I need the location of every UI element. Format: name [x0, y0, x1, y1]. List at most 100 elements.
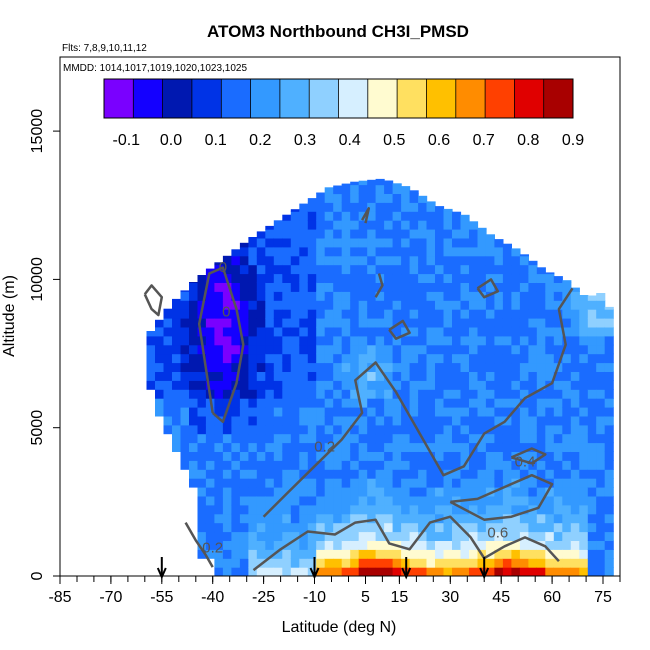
heatmap-cell — [528, 260, 538, 266]
heatmap-cell — [231, 540, 241, 550]
heatmap-cell — [265, 407, 275, 417]
heatmap-cell — [519, 478, 529, 488]
heatmap-cell — [290, 291, 300, 301]
heatmap-cell — [316, 246, 326, 257]
heatmap-cell — [435, 451, 445, 461]
heatmap-cell — [256, 513, 266, 524]
heatmap-cell — [426, 531, 436, 541]
heatmap-cell — [248, 398, 258, 408]
heatmap-cell — [579, 442, 589, 452]
heatmap-cell — [579, 513, 589, 524]
heatmap-cell — [324, 362, 334, 372]
heatmap-cell — [596, 344, 606, 355]
heatmap-cell — [324, 211, 334, 221]
heatmap-cell — [502, 309, 512, 319]
heatmap-cell — [231, 451, 241, 461]
heatmap-cell — [172, 362, 182, 372]
heatmap-cell — [604, 549, 614, 559]
heatmap-cell — [256, 255, 266, 266]
heatmap-cell — [324, 469, 334, 479]
heatmap-cell — [469, 513, 479, 524]
heatmap-cell — [460, 558, 470, 568]
heatmap-cell — [375, 344, 385, 355]
heatmap-cell — [579, 540, 589, 550]
heatmap-cell — [409, 255, 419, 266]
heatmap-cell — [536, 407, 546, 417]
heatmap-cell — [562, 558, 572, 568]
heatmap-cell — [502, 344, 512, 355]
heatmap-cell — [282, 371, 292, 381]
heatmap-cell — [299, 246, 309, 257]
heatmap-cell — [146, 353, 156, 364]
heatmap-cell — [435, 380, 445, 390]
heatmap-cell — [469, 433, 479, 444]
heatmap-cell — [579, 424, 589, 435]
heatmap-cell — [214, 531, 224, 541]
heatmap-cell — [469, 300, 479, 310]
heatmap-cell — [443, 344, 453, 355]
heatmap-cell — [333, 531, 343, 541]
heatmap-cell — [409, 246, 419, 257]
heatmap-cell — [452, 513, 462, 524]
heatmap-cell — [426, 326, 436, 337]
heatmap-cell — [282, 415, 292, 426]
heatmap-cell — [392, 415, 402, 426]
heatmap-cell — [273, 237, 283, 248]
heatmap-cell — [384, 309, 394, 319]
heatmap-cell — [485, 291, 495, 301]
heatmap-cell — [316, 291, 326, 301]
heatmap-cell — [239, 469, 249, 479]
heatmap-cell — [443, 326, 453, 337]
heatmap-cell — [341, 469, 351, 479]
heatmap-cell — [545, 335, 555, 346]
heatmap-cell — [273, 389, 283, 399]
heatmap-cell — [392, 504, 402, 515]
heatmap-cell — [341, 211, 351, 221]
heatmap-cell — [231, 549, 241, 559]
x-tick-label: -25 — [252, 589, 275, 606]
heatmap-cell — [189, 451, 199, 461]
heatmap-cell — [358, 495, 368, 506]
heatmap-cell — [587, 326, 597, 337]
heatmap-cell — [553, 495, 563, 506]
heatmap-cell — [197, 282, 207, 292]
heatmap-cell — [324, 282, 334, 292]
heatmap-cell — [494, 451, 504, 461]
heatmap-cell — [426, 380, 436, 390]
heatmap-cell — [511, 504, 521, 515]
heatmap-cell — [418, 522, 428, 533]
heatmap-cell — [358, 371, 368, 381]
heatmap-cell — [519, 309, 529, 319]
heatmap-cell — [562, 495, 572, 506]
heatmap-cell — [375, 513, 385, 524]
heatmap-cell — [299, 513, 309, 524]
heatmap-cell — [579, 478, 589, 488]
heatmap-cell — [316, 567, 326, 576]
heatmap-cell — [460, 424, 470, 435]
heatmap-cell — [443, 558, 453, 568]
heatmap-cell — [172, 309, 182, 319]
heatmap-cell — [239, 344, 249, 355]
heatmap-cell — [443, 433, 453, 444]
heatmap-cell — [180, 433, 190, 444]
heatmap-cell — [307, 531, 317, 541]
heatmap-cell — [418, 300, 428, 310]
heatmap-cell — [367, 300, 377, 310]
heatmap-cell — [358, 193, 368, 203]
plot-frame — [59, 56, 621, 577]
heatmap-cell — [409, 190, 419, 195]
heatmap-cell — [452, 318, 462, 328]
heatmap-cell — [265, 264, 275, 275]
heatmap-cell — [426, 398, 436, 408]
heatmap-cell — [333, 291, 343, 301]
heatmap-cell — [384, 415, 394, 426]
heatmap-cell — [519, 531, 529, 541]
heatmap-cell — [189, 407, 199, 417]
heatmap-cell — [587, 398, 597, 408]
heatmap-cell — [273, 318, 283, 328]
heatmap-cell — [443, 389, 453, 399]
heatmap-cell — [587, 295, 597, 301]
heatmap-cell — [519, 433, 529, 444]
heatmap-cell — [392, 183, 402, 186]
heatmap-cell — [384, 264, 394, 275]
